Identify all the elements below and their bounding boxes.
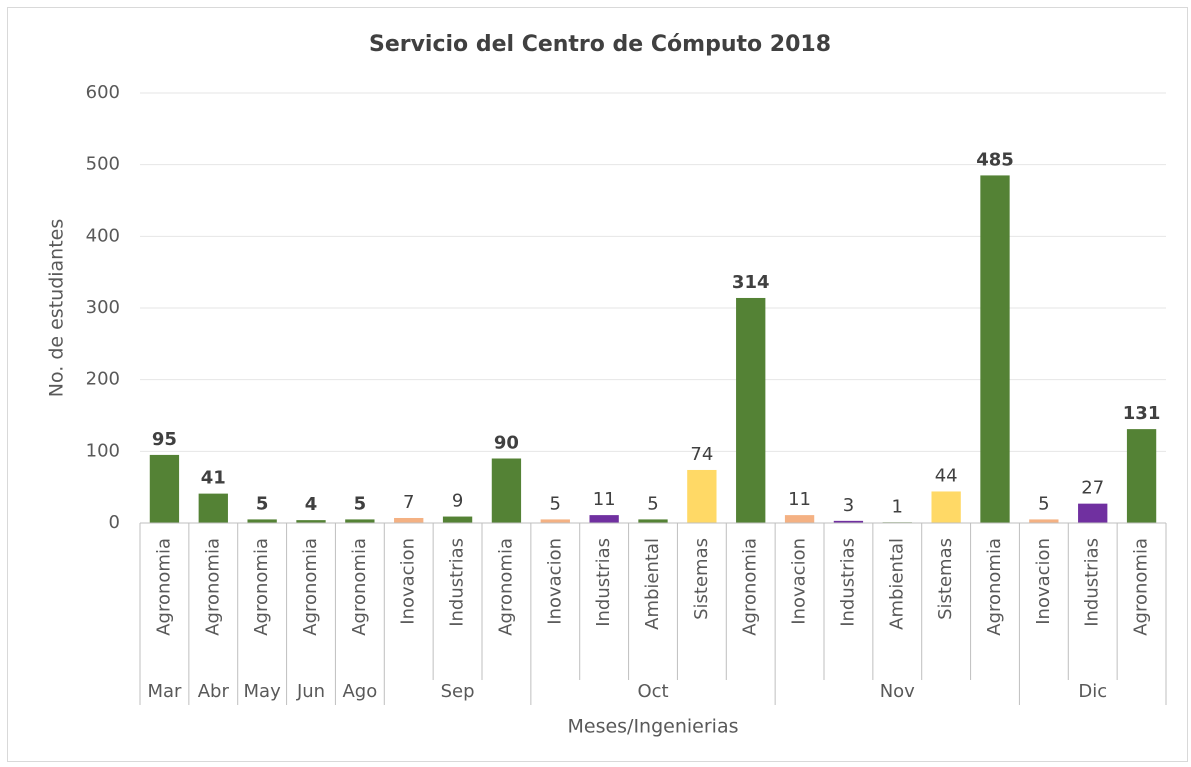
- y-tick-label: 100: [86, 440, 120, 461]
- y-tick-label: 400: [86, 225, 120, 246]
- group-label: Mar: [147, 681, 182, 702]
- x-tick-label: Agronomia: [349, 538, 370, 636]
- bar: [540, 519, 570, 523]
- chart-frame: [7, 7, 1188, 762]
- data-label: 131: [1123, 403, 1161, 424]
- data-label: 11: [788, 489, 811, 510]
- data-label: 27: [1081, 478, 1104, 499]
- y-axis-title: No. de estudiantes: [46, 219, 68, 398]
- bar: [736, 297, 766, 523]
- chart-title: Servicio del Centro de Cómputo 2018: [369, 32, 831, 57]
- x-tick-label: Inovacion: [1033, 538, 1054, 625]
- x-tick-label: Ambiental: [642, 538, 663, 630]
- data-label: 5: [647, 493, 658, 514]
- data-label: 4: [305, 494, 318, 515]
- bar: [394, 517, 424, 523]
- x-tick-label: Ambiental: [886, 538, 907, 630]
- x-tick-label: Inovacion: [789, 538, 810, 625]
- bar: [491, 458, 522, 523]
- group-label: Dic: [1078, 681, 1107, 702]
- data-label: 95: [152, 429, 177, 450]
- bar: [833, 520, 864, 523]
- bar: [1029, 519, 1059, 523]
- x-axis-title: Meses/Ingenierias: [567, 716, 738, 738]
- data-label: 74: [690, 444, 713, 465]
- data-label: 44: [935, 465, 958, 486]
- group-label: Ago: [342, 681, 377, 702]
- x-tick-label: Inovacion: [544, 538, 565, 625]
- x-tick-label: Inovacion: [398, 538, 419, 625]
- bar: [589, 515, 619, 523]
- x-tick-label: Agronomia: [251, 538, 272, 636]
- bar: [149, 454, 180, 523]
- data-label: 485: [976, 149, 1014, 170]
- bar: [442, 516, 473, 523]
- data-label: 5: [256, 493, 269, 514]
- data-label: 5: [550, 493, 561, 514]
- y-tick-label: 500: [86, 154, 120, 175]
- y-tick-label: 0: [109, 512, 120, 533]
- y-tick-label: 600: [86, 82, 120, 103]
- bar: [784, 515, 815, 523]
- x-tick-label: Agronomia: [153, 538, 174, 636]
- group-label: Abr: [198, 681, 230, 702]
- data-label: 11: [593, 489, 616, 510]
- y-tick-label: 300: [86, 297, 120, 318]
- bar: [687, 469, 717, 523]
- data-label: 3: [843, 495, 854, 516]
- data-label: 5: [354, 493, 367, 514]
- bar: [345, 519, 375, 523]
- bar: [1126, 429, 1157, 523]
- bar: [198, 493, 228, 523]
- group-label: May: [244, 681, 282, 702]
- group-label: Oct: [637, 681, 668, 702]
- y-tick-label: 200: [86, 369, 120, 390]
- bar: [638, 519, 668, 523]
- x-tick-label: Agronomia: [1131, 538, 1152, 636]
- x-tick-label: Agronomia: [202, 538, 223, 636]
- x-tick-label: Industrias: [1082, 538, 1103, 627]
- data-label: 41: [201, 468, 226, 489]
- data-label: 1: [892, 496, 903, 517]
- group-label: Jun: [296, 681, 325, 702]
- data-label: 314: [732, 272, 770, 293]
- x-tick-label: Agronomia: [740, 538, 761, 636]
- x-tick-label: Industrias: [447, 538, 468, 627]
- data-label: 5: [1038, 493, 1049, 514]
- x-tick-label: Agronomia: [495, 538, 516, 636]
- bar: [931, 491, 961, 523]
- data-label: 7: [403, 492, 414, 513]
- bar: [980, 175, 1010, 523]
- bar: [247, 519, 277, 523]
- x-tick-label: Industrias: [837, 538, 858, 627]
- x-tick-label: Industrias: [593, 538, 614, 627]
- x-tick-label: Agronomia: [300, 538, 321, 636]
- x-tick-label: Agronomia: [984, 538, 1005, 636]
- group-label: Sep: [441, 681, 475, 702]
- data-label: 9: [452, 491, 463, 512]
- x-tick-label: Sistemas: [691, 538, 712, 620]
- x-tick-label: Sistemas: [935, 538, 956, 620]
- data-label: 90: [494, 433, 519, 454]
- bar: [296, 520, 326, 523]
- group-label: Nov: [880, 681, 915, 702]
- bar: [1078, 503, 1108, 523]
